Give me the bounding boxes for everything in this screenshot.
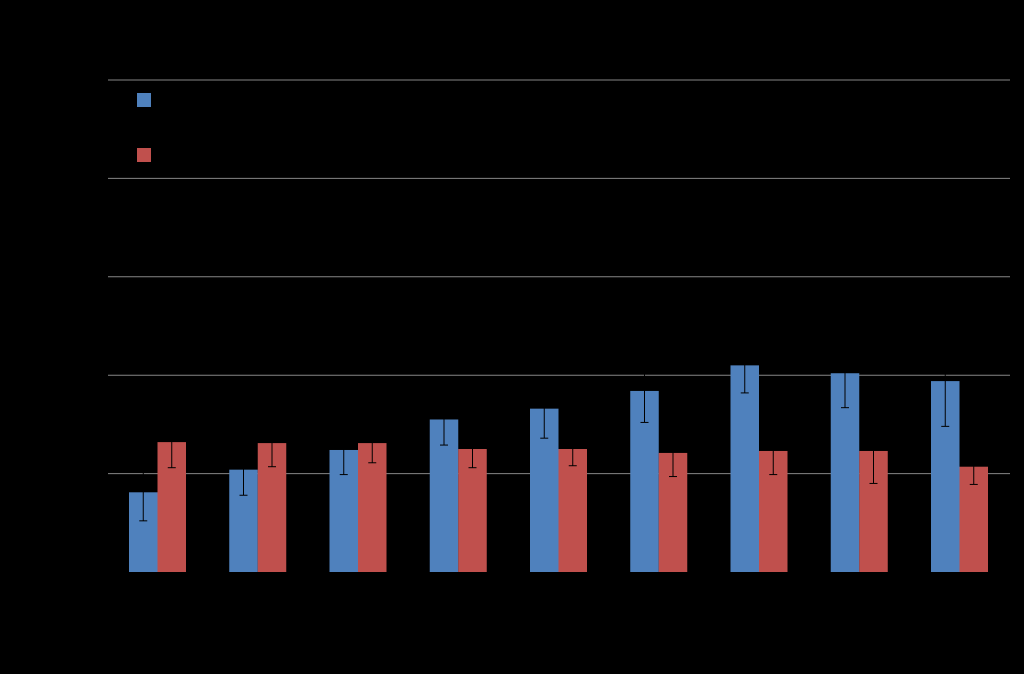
error-bar-series-2-cat-5 xyxy=(568,431,577,467)
error-bar-series-2-cat-3 xyxy=(368,422,377,464)
bars xyxy=(129,365,988,572)
legend xyxy=(137,93,151,162)
error-bar-series-1-cat-2 xyxy=(239,443,248,496)
error-bar-series-1-cat-9 xyxy=(941,335,950,427)
error-bar-series-2-cat-9 xyxy=(969,448,978,485)
bar-series-2-cat-5 xyxy=(558,449,587,572)
error-bar-series-1-cat-4 xyxy=(440,393,448,446)
error-bar-series-2-cat-1 xyxy=(167,416,176,469)
gridlines xyxy=(108,79,1010,475)
legend-swatch-series-1 xyxy=(137,93,151,107)
error-bar-series-2-cat-8 xyxy=(869,417,878,484)
bar-series-2-cat-4 xyxy=(458,449,487,572)
error-bars xyxy=(139,335,978,522)
bar-series-2-cat-3 xyxy=(358,443,387,572)
bar-series-1-cat-7 xyxy=(730,365,759,572)
error-bar-series-2-cat-2 xyxy=(268,418,276,468)
error-bar-series-2-cat-7 xyxy=(769,426,778,476)
error-bar-series-1-cat-8 xyxy=(841,338,849,409)
error-bar-series-1-cat-1 xyxy=(139,463,148,522)
legend-swatch-series-2 xyxy=(137,148,151,162)
error-bar-series-2-cat-4 xyxy=(468,429,477,469)
error-bar-series-2-cat-6 xyxy=(669,428,677,478)
error-bar-series-1-cat-5 xyxy=(540,378,549,439)
error-bar-series-1-cat-3 xyxy=(339,424,348,476)
error-bar-series-1-cat-6 xyxy=(640,358,649,423)
error-bar-series-1-cat-7 xyxy=(740,337,749,394)
